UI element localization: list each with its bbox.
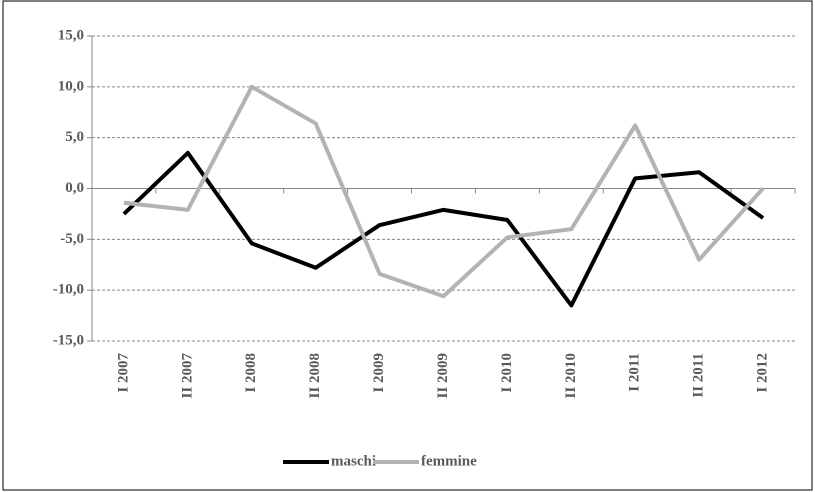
- y-tick-label: -10,0: [53, 282, 84, 298]
- x-tick-label: I 2009: [371, 353, 387, 393]
- legend-label: maschi: [331, 453, 376, 469]
- line-series: [123, 84, 765, 299]
- x-tick-label: II 2011: [691, 353, 707, 398]
- y-tick-label: 0,0: [65, 180, 84, 196]
- y-tick-label: -15,0: [53, 332, 84, 348]
- x-tick-label: I 2007: [115, 353, 131, 393]
- x-tick-label: I 2008: [243, 353, 259, 393]
- x-tick-label: I 2011: [627, 353, 643, 392]
- y-tick-label: -5,0: [60, 231, 84, 247]
- y-tick-label: 15,0: [58, 27, 84, 43]
- line-series: [122, 150, 765, 308]
- y-tick-label: 10,0: [58, 78, 84, 94]
- x-tick-label: I 2010: [499, 353, 515, 393]
- x-tick-label: II 2010: [563, 353, 579, 398]
- x-tick-label: II 2007: [179, 353, 195, 399]
- x-tick-label: II 2008: [307, 353, 323, 398]
- x-tick-label: II 2009: [435, 353, 451, 398]
- y-tick-label: 5,0: [65, 129, 84, 145]
- legend-label: femmine: [421, 453, 477, 469]
- x-tick-label: I 2012: [754, 353, 770, 393]
